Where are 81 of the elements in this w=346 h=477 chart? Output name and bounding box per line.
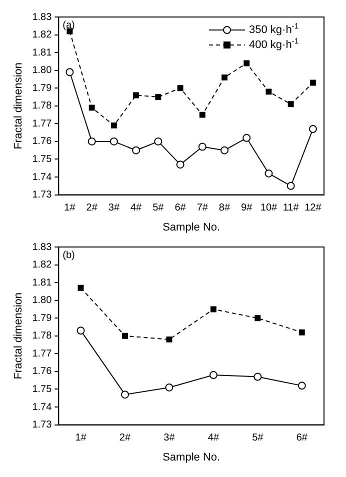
- point: [220, 146, 228, 154]
- point: [254, 372, 262, 381]
- y-tick-label: 1.83: [32, 242, 52, 253]
- point: [210, 306, 216, 312]
- y-tick-label: 1.80: [32, 295, 52, 306]
- x-tick-label: 2#: [119, 432, 131, 444]
- point: [132, 146, 140, 154]
- y-tick-label: 1.77: [32, 348, 52, 360]
- point: [110, 137, 118, 146]
- y-tick-label: 1.76: [32, 366, 52, 378]
- point: [66, 68, 74, 76]
- point: [88, 137, 96, 146]
- x-axis-title: Sample No.: [162, 221, 220, 234]
- y-tick-label: 1.80: [32, 65, 52, 76]
- point: [120, 390, 129, 399]
- annotation: (b): [62, 250, 75, 261]
- point: [242, 134, 251, 142]
- point: [266, 88, 272, 95]
- y-tick-label: 1.81: [32, 277, 52, 288]
- y-tick-label: 1.82: [32, 30, 52, 41]
- x-tick-label: 11#: [282, 202, 300, 214]
- point: [310, 80, 316, 86]
- point: [122, 332, 128, 339]
- point: [298, 329, 305, 336]
- point: [286, 182, 295, 190]
- y-tick-label: 1.74: [32, 172, 52, 183]
- x-tick-label: 5#: [252, 432, 264, 444]
- y-axis-title: Fractal dimension: [12, 292, 25, 380]
- point: [244, 60, 250, 66]
- point: [254, 315, 261, 322]
- point: [288, 101, 294, 108]
- point: [308, 125, 317, 134]
- point: [78, 284, 84, 291]
- point: [88, 104, 95, 111]
- y-tick-label: 1.75: [32, 154, 52, 165]
- point: [177, 85, 184, 92]
- point: [198, 142, 206, 151]
- point: [155, 94, 162, 100]
- x-tick-label: 1#: [75, 432, 87, 444]
- y-tick-label: 1.78: [32, 100, 52, 112]
- y-tick-label: 1.75: [32, 384, 52, 395]
- point: [166, 336, 172, 342]
- x-tick-label: 9#: [241, 202, 253, 214]
- y-tick-label: 1.74: [32, 402, 52, 413]
- annotation: (a): [62, 20, 75, 31]
- point: [154, 137, 162, 146]
- x-tick-label: 5#: [152, 202, 164, 214]
- y-tick-label: 1.81: [32, 47, 52, 58]
- x-tick-label: 3#: [164, 432, 176, 444]
- y-tick-label: 1.77: [32, 118, 52, 130]
- x-tick-label: 4#: [130, 202, 142, 214]
- x-tick-label: 6#: [296, 432, 308, 444]
- y-tick-label: 1.76: [32, 136, 52, 148]
- point: [165, 383, 174, 392]
- x-tick-label: 10#: [260, 202, 278, 214]
- x-tick-label: 12#: [304, 202, 322, 214]
- point: [222, 74, 228, 80]
- y-tick-label: 1.73: [32, 190, 52, 201]
- x-tick-label: 2#: [86, 202, 98, 214]
- x-tick-label: 7#: [196, 202, 208, 214]
- x-tick-label: 8#: [218, 202, 230, 214]
- y-tick-label: 1.79: [32, 82, 52, 94]
- y-tick-label: 1.79: [32, 312, 52, 324]
- x-tick-label: 4#: [208, 432, 220, 444]
- point: [110, 122, 117, 128]
- point: [264, 169, 273, 178]
- point: [199, 112, 206, 118]
- x-tick-label: 3#: [108, 202, 120, 214]
- point: [176, 160, 184, 169]
- y-tick-label: 1.78: [32, 330, 52, 342]
- point: [133, 92, 140, 98]
- x-tick-label: 1#: [64, 202, 76, 214]
- y-tick-label: 1.82: [32, 260, 52, 271]
- point: [298, 382, 306, 390]
- point: [76, 326, 85, 335]
- x-tick-label: 6#: [174, 202, 186, 214]
- y-tick-label: 1.83: [32, 12, 52, 23]
- point: [209, 371, 218, 380]
- x-axis-title: Sample No.: [162, 451, 220, 464]
- y-axis-title: Fractal dimension: [12, 62, 25, 150]
- y-tick-label: 1.73: [32, 420, 52, 431]
